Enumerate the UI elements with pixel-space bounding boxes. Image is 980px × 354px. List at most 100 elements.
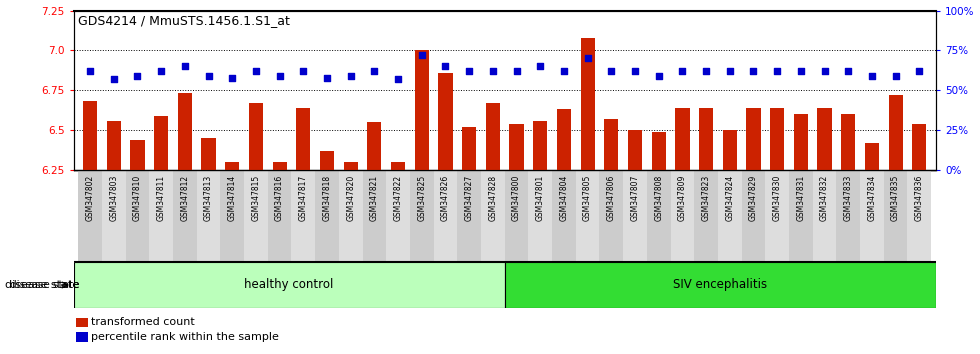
Bar [368, 122, 381, 170]
Point [319, 75, 335, 80]
Point [532, 64, 548, 69]
Text: GSM347806: GSM347806 [607, 175, 615, 221]
Point [888, 73, 904, 79]
Bar [249, 103, 263, 170]
Bar [220, 170, 244, 262]
Bar [742, 170, 765, 262]
Point [604, 68, 619, 74]
Text: GSM347808: GSM347808 [655, 175, 663, 221]
Bar [600, 170, 623, 262]
Bar [528, 170, 552, 262]
Bar [438, 73, 453, 170]
Bar [102, 170, 125, 262]
Text: disease state: disease state [5, 280, 79, 290]
Text: SIV encephalitis: SIV encephalitis [673, 279, 767, 291]
Point [82, 68, 98, 74]
Bar [316, 170, 339, 262]
Bar [107, 121, 121, 170]
Text: GSM347800: GSM347800 [512, 175, 521, 221]
Bar [173, 170, 197, 262]
Bar [794, 114, 808, 170]
Text: GSM347816: GSM347816 [275, 175, 284, 221]
Text: GSM347814: GSM347814 [227, 175, 237, 221]
Point [816, 68, 832, 74]
Point [367, 68, 382, 74]
Point [177, 64, 193, 69]
Bar [202, 138, 216, 170]
Text: GSM347822: GSM347822 [394, 175, 403, 221]
Text: GSM347809: GSM347809 [678, 175, 687, 221]
Text: GSM347817: GSM347817 [299, 175, 308, 221]
Bar [770, 108, 784, 170]
Point [556, 68, 571, 74]
Text: GSM347812: GSM347812 [180, 175, 189, 221]
Point [674, 68, 690, 74]
Bar [670, 170, 694, 262]
Point [248, 68, 264, 74]
Text: GSM347804: GSM347804 [560, 175, 568, 221]
Point [722, 68, 738, 74]
Bar [125, 170, 149, 262]
Bar [884, 170, 907, 262]
Text: GSM347834: GSM347834 [867, 175, 876, 221]
Bar [580, 38, 595, 170]
Text: GSM347824: GSM347824 [725, 175, 734, 221]
Text: GSM347807: GSM347807 [630, 175, 640, 221]
Bar [552, 170, 576, 262]
Point [746, 68, 761, 74]
Bar [605, 119, 618, 170]
Point [390, 76, 406, 82]
Text: GSM347801: GSM347801 [536, 175, 545, 221]
Point [438, 64, 454, 69]
Point [911, 68, 927, 74]
Text: GSM347827: GSM347827 [465, 175, 473, 221]
Bar [225, 162, 239, 170]
Bar [486, 103, 500, 170]
Bar [836, 170, 860, 262]
Bar [505, 262, 936, 308]
Text: GSM347825: GSM347825 [417, 175, 426, 221]
Bar [462, 127, 476, 170]
Bar [433, 170, 458, 262]
Text: GSM347829: GSM347829 [749, 175, 758, 221]
Bar [481, 170, 505, 262]
Text: healthy control: healthy control [244, 279, 334, 291]
Text: GSM347805: GSM347805 [583, 175, 592, 221]
Bar [557, 109, 571, 170]
Point [343, 73, 359, 79]
Bar [812, 170, 836, 262]
Point [627, 68, 643, 74]
Point [698, 68, 713, 74]
Bar [907, 170, 931, 262]
Text: GSM347821: GSM347821 [369, 175, 379, 221]
Bar [197, 170, 220, 262]
Bar [386, 170, 410, 262]
Text: GDS4214 / MmuSTS.1456.1.S1_at: GDS4214 / MmuSTS.1456.1.S1_at [78, 14, 290, 27]
Bar [628, 130, 642, 170]
Text: GSM347836: GSM347836 [914, 175, 924, 221]
Bar [576, 170, 600, 262]
Point [509, 68, 524, 74]
Bar [268, 170, 291, 262]
Text: transformed count: transformed count [91, 318, 195, 327]
Text: GSM347811: GSM347811 [157, 175, 166, 221]
Bar [177, 93, 192, 170]
Bar [860, 170, 884, 262]
Text: GSM347803: GSM347803 [110, 175, 119, 221]
Point [106, 76, 122, 82]
Bar [391, 162, 405, 170]
Bar [699, 108, 713, 170]
Bar [130, 139, 145, 170]
Bar [272, 162, 287, 170]
Bar [319, 151, 334, 170]
Bar [339, 170, 363, 262]
Point [864, 73, 880, 79]
Bar [533, 121, 548, 170]
Bar [722, 130, 737, 170]
Text: GSM347815: GSM347815 [252, 175, 261, 221]
Bar [889, 95, 903, 170]
Bar [510, 124, 523, 170]
Point [414, 52, 429, 58]
Point [129, 73, 145, 79]
Text: GSM347820: GSM347820 [346, 175, 355, 221]
